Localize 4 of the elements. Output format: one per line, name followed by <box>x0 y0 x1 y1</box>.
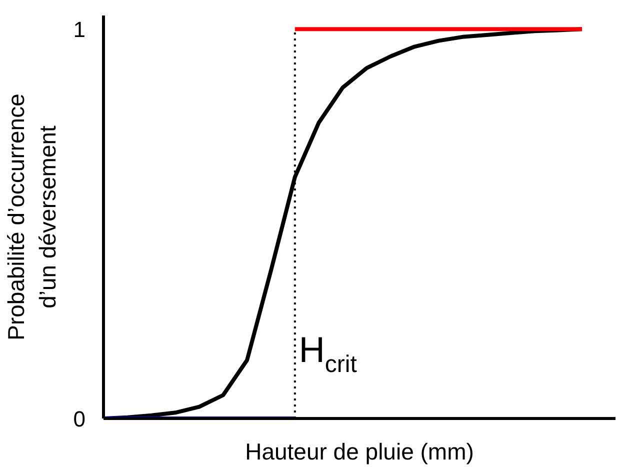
y-tick-label: 1 <box>73 17 86 42</box>
x-axis-title: Hauteur de pluie (mm) <box>245 438 474 464</box>
y-tick-label: 0 <box>73 406 86 432</box>
y-axis-title: Probabilité d’occurrence d’un déversement <box>3 94 60 340</box>
